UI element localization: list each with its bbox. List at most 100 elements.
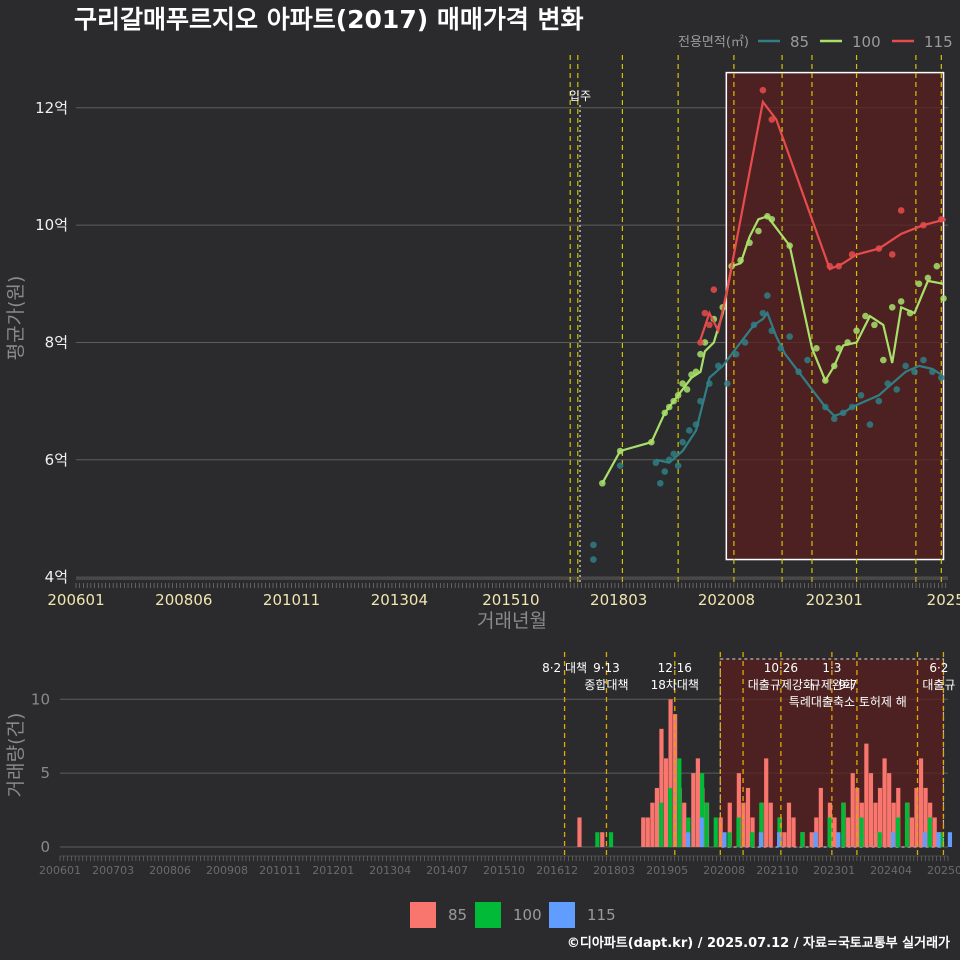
data-point-85 [764, 292, 771, 299]
data-point-85 [616, 462, 624, 469]
data-point-85 [685, 427, 693, 434]
volume-bar-85 [909, 817, 915, 847]
volume-bar-100 [800, 832, 805, 847]
bottom-x-tick-label: 202110 [756, 864, 798, 877]
bottom-legend-label-85: 85 [448, 906, 467, 924]
data-point-100 [940, 295, 947, 302]
volume-bar-85 [659, 728, 664, 847]
policy-annotation: 1·3 [822, 661, 841, 675]
series-line-100 [601, 215, 944, 484]
policy-annotation: 종합대책 [584, 677, 628, 692]
data-point-100 [679, 380, 686, 387]
data-point-85 [804, 356, 811, 364]
data-point-85 [670, 450, 677, 458]
bottom-legend-swatch-100 [475, 902, 501, 928]
volume-bar-85 [846, 817, 851, 847]
volume-bar-85 [887, 773, 892, 847]
volume-bar-85 [914, 787, 919, 847]
bottom-y-tick-label: 5 [40, 764, 50, 782]
top-x-tick-label: 2025 [927, 591, 960, 609]
data-point-85 [723, 380, 731, 387]
data-point-85 [657, 479, 664, 487]
volume-bar-85 [932, 817, 937, 847]
move-in-label: 입주 [569, 89, 591, 103]
bottom-y-tick-label: 10 [31, 690, 50, 708]
volume-bar-85 [650, 802, 655, 847]
chart-title: 구리갈매푸르지오 아파트(2017) 매매가격 변화 [74, 5, 584, 34]
bottom-x-tick-label: 201304 [369, 864, 411, 877]
volume-bar-85 [577, 817, 582, 847]
volume-bar-115 [922, 832, 927, 847]
bottom-x-tick-label: 202301 [813, 864, 855, 877]
data-point-100 [924, 274, 932, 282]
data-point-85 [902, 362, 909, 370]
data-point-100 [915, 280, 923, 288]
top-y-axis-title: 평균가(원) [5, 276, 27, 361]
volume-bar-85 [745, 787, 751, 847]
volume-bar-85 [736, 773, 741, 847]
footer-credit: ©디아파트(dapt.kr) / 2025.07.12 / 자료=국토교통부 실… [567, 935, 950, 951]
top-x-tick-label: 201510 [482, 591, 539, 609]
top-x-tick-label: 201011 [263, 591, 320, 609]
data-point-100 [888, 303, 896, 311]
volume-bar-85 [645, 817, 650, 847]
volume-bar-85 [868, 773, 874, 847]
bottom-x-tick-label: 201905 [646, 864, 688, 877]
volume-bar-115 [947, 832, 953, 847]
bottom-legend-swatch-115 [549, 902, 575, 928]
data-point-85 [679, 438, 686, 446]
data-point-100 [880, 356, 887, 364]
volume-bar-85 [695, 758, 700, 847]
volume-bar-85 [663, 758, 669, 847]
volume-bar-85 [923, 787, 928, 847]
top-y-tick-label: 12억 [35, 99, 68, 117]
bottom-x-tick-label: 202008 [703, 864, 745, 877]
data-point-100 [697, 350, 704, 358]
volume-bar-100 [595, 832, 600, 847]
volume-bar-85 [850, 773, 855, 847]
volume-bar-115 [699, 817, 704, 847]
policy-annotation: 12·16 [658, 661, 692, 675]
volume-bar-85 [786, 802, 792, 847]
volume-bar-100 [841, 802, 846, 847]
policy-annotation: 8·2 대책 [542, 660, 587, 675]
legend-title: 전용면적(㎡) [678, 35, 749, 50]
volume-bar-85 [891, 802, 896, 847]
volume-bar-85 [864, 743, 869, 847]
volume-bar-100 [608, 832, 614, 847]
top-x-tick-label: 202008 [698, 591, 755, 609]
volume-bar-85 [832, 817, 837, 847]
bottom-legend-swatch-85 [410, 902, 436, 928]
data-point-100 [862, 312, 869, 320]
volume-bar-100 [759, 802, 764, 847]
bottom-x-tick-label: 200601 [39, 864, 81, 877]
volume-bar-85 [600, 832, 605, 847]
data-point-85 [893, 386, 901, 393]
bottom-x-tick-label: 201201 [312, 864, 354, 877]
bottom-x-tick-label: 201011 [259, 864, 301, 877]
bottom-x-tick-label: 201612 [536, 864, 578, 877]
volume-bar-100 [939, 832, 944, 847]
top-x-tick-label: 201803 [590, 591, 647, 609]
data-point-85 [857, 391, 865, 399]
data-point-115 [697, 339, 704, 346]
volume-bar-85 [691, 773, 696, 847]
data-point-100 [897, 298, 905, 305]
bottom-legend-label-115: 115 [587, 906, 616, 924]
volume-bar-85 [682, 802, 687, 847]
policy-annotation: 대출규 [922, 678, 955, 692]
bottom-legend-label-100: 100 [513, 906, 542, 924]
bottom-x-tick-label: 202507 [927, 864, 960, 877]
bottom-x-tick-label: 201803 [593, 864, 635, 877]
series-line-85 [655, 310, 942, 464]
volume-bar-100 [895, 817, 901, 847]
volume-bar-115 [685, 832, 691, 847]
policy-annotation: 18차대책 [651, 677, 699, 692]
volume-bar-85 [791, 817, 796, 847]
bottom-x-tick-label: 201510 [483, 864, 525, 877]
volume-bar-100 [904, 802, 910, 847]
volume-bar-85 [727, 802, 732, 847]
volume-bar-100 [736, 817, 741, 847]
